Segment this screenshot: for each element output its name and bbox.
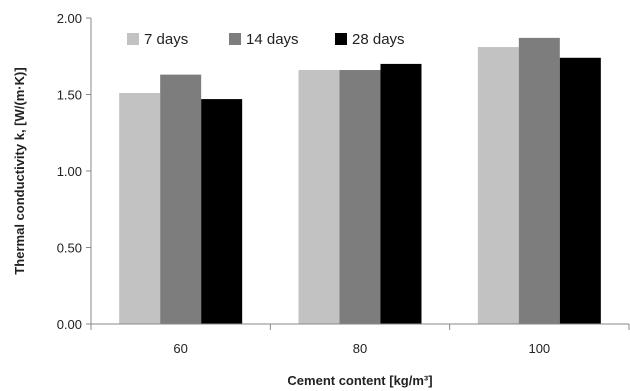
bar-7-days-80 <box>298 70 340 325</box>
legend-label: 28 days <box>352 31 405 48</box>
legend: 7 days 14 days 28 days <box>127 31 405 48</box>
legend-label: 7 days <box>144 31 188 48</box>
legend-swatch <box>335 33 347 45</box>
bar-28-days-100 <box>559 57 601 324</box>
bar-14-days-100 <box>518 37 560 324</box>
bar-14-days-60 <box>160 74 202 324</box>
legend-swatch <box>229 33 241 45</box>
bar-28-days-60 <box>201 99 243 324</box>
x-tick-label: 100 <box>528 341 550 356</box>
bar-7-days-60 <box>119 92 161 324</box>
legend-label: 14 days <box>246 31 299 48</box>
x-tick-label: 80 <box>353 341 367 356</box>
bar-28-days-80 <box>380 63 422 325</box>
x-tick-label: 60 <box>173 341 187 356</box>
y-tick-label: 1.00 <box>57 164 82 179</box>
bars-group <box>119 37 601 325</box>
legend-swatch <box>127 33 139 45</box>
y-axis-title: Thermal conductivity k, [W/(m·K)] <box>12 67 27 274</box>
x-axis-ticks: 60 80 100 <box>90 324 630 356</box>
y-axis-ticks: 0.00 0.50 1.00 1.50 2.00 <box>57 11 91 332</box>
bar-7-days-100 <box>477 47 519 324</box>
y-tick-label: 0.50 <box>57 241 82 256</box>
x-axis-title: Cement content [kg/m³] <box>287 373 432 388</box>
y-tick-label: 0.00 <box>57 317 82 332</box>
bar-14-days-80 <box>339 70 381 325</box>
y-tick-label: 2.00 <box>57 11 82 26</box>
y-tick-label: 1.50 <box>57 88 82 103</box>
